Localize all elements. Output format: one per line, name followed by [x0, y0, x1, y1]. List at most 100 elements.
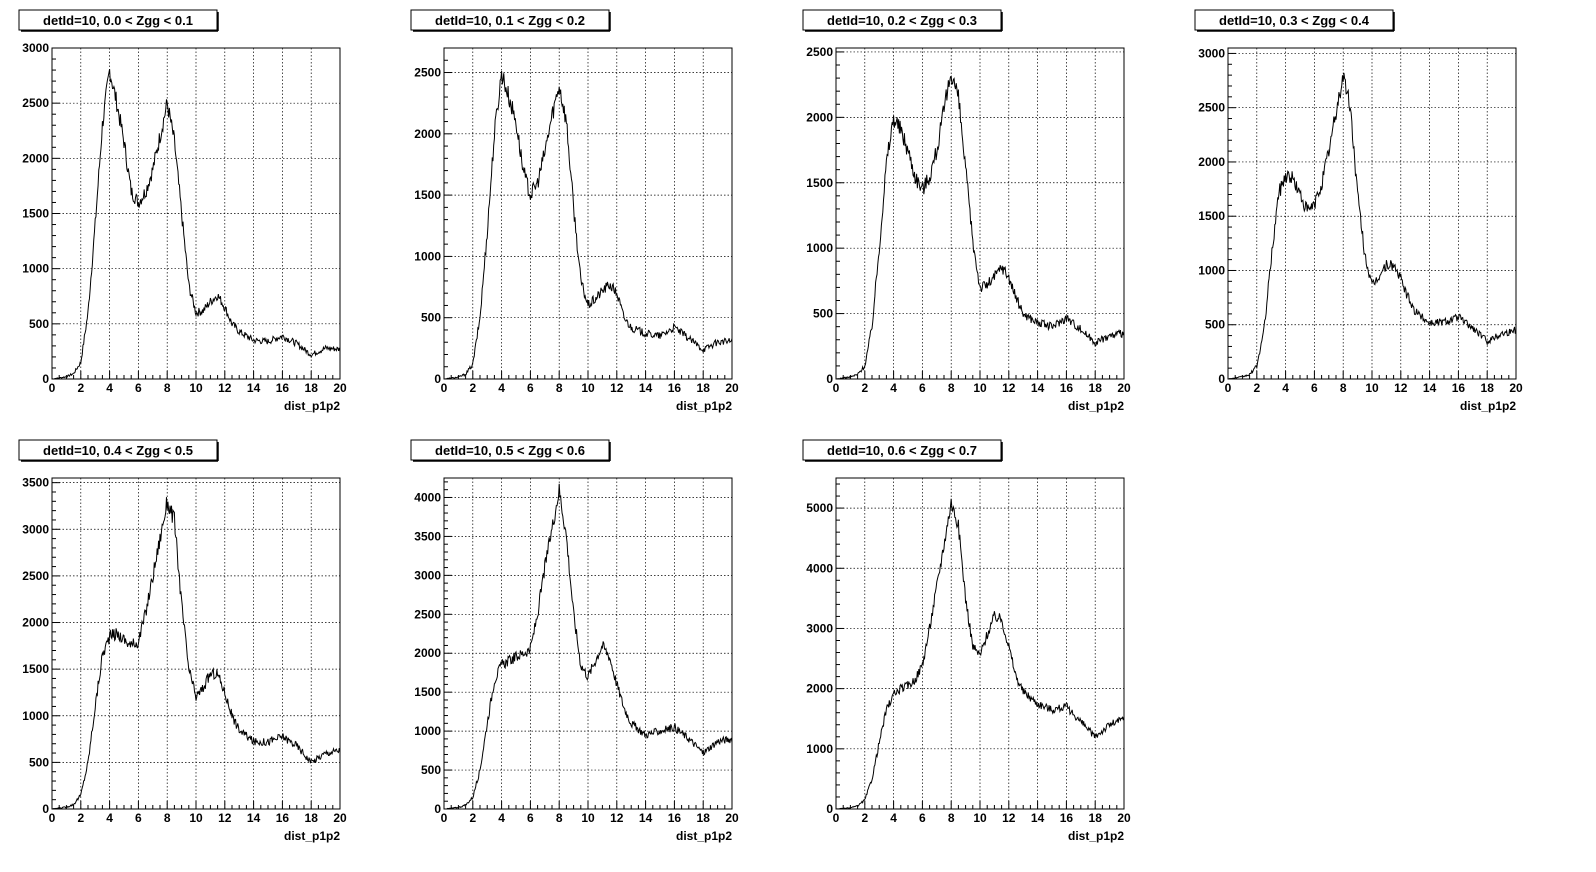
x-tick-label: 16	[1452, 381, 1466, 395]
x-tick-label: 16	[276, 381, 290, 395]
x-tick-label: 10	[581, 381, 595, 395]
x-tick-label: 0	[441, 381, 448, 395]
x-tick-label: 0	[1225, 381, 1232, 395]
y-tick-label: 2000	[806, 682, 833, 696]
y-tick-label: 2500	[414, 66, 441, 80]
x-tick-label: 8	[556, 811, 563, 825]
x-tick-label: 8	[948, 811, 955, 825]
histogram-series-line	[835, 75, 1125, 380]
x-tick-label: 16	[668, 811, 682, 825]
x-tick-label: 4	[498, 811, 505, 825]
y-tick-label: 3000	[806, 621, 833, 635]
x-tick-label: 2	[469, 381, 476, 395]
y-tick-label: 1500	[414, 685, 441, 699]
x-tick-label: 6	[1311, 381, 1318, 395]
x-tick-label: 0	[833, 381, 840, 395]
title-box	[410, 439, 610, 461]
title-box	[18, 439, 218, 461]
y-tick-label: 2000	[22, 616, 49, 630]
title-box	[1194, 9, 1394, 31]
x-tick-label: 12	[218, 381, 232, 395]
x-tick-label: 20	[725, 811, 739, 825]
x-tick-label: 16	[1060, 811, 1074, 825]
x-tick-label: 12	[610, 811, 624, 825]
x-tick-label: 18	[697, 811, 711, 825]
y-tick-label: 1500	[22, 207, 49, 221]
x-tick-label: 8	[164, 811, 171, 825]
x-tick-label: 12	[1002, 381, 1016, 395]
y-tick-label: 4000	[414, 490, 441, 504]
x-tick-label: 10	[973, 381, 987, 395]
x-tick-label: 18	[305, 811, 319, 825]
x-axis-label: dist_p1p2	[1068, 399, 1124, 413]
x-tick-label: 6	[135, 811, 142, 825]
y-tick-label: 1000	[22, 262, 49, 276]
chart-title: detId=10, 0.1 < Zgg < 0.2	[435, 13, 585, 28]
y-tick-label: 500	[1205, 318, 1225, 332]
y-tick-label: 2000	[22, 151, 49, 165]
y-tick-label: 2500	[414, 607, 441, 621]
y-tick-label: 3000	[1198, 46, 1225, 60]
histogram-series-line	[1228, 72, 1517, 380]
histogram-series-line	[443, 70, 733, 380]
x-tick-label: 0	[49, 811, 56, 825]
histogram-series-line	[443, 483, 733, 810]
y-tick-label: 0	[826, 802, 833, 816]
y-tick-label: 0	[42, 802, 49, 816]
x-tick-label: 10	[189, 811, 203, 825]
x-tick-label: 0	[49, 381, 56, 395]
histogram-panel: 0 2 4 6 8 10 12 14 16 18 20 0 500 1000 1500 2000 2500 300…	[18, 439, 347, 843]
x-tick-label: 14	[1031, 381, 1045, 395]
y-tick-label: 1000	[414, 249, 441, 263]
y-tick-label: 2500	[22, 96, 49, 110]
x-tick-label: 8	[556, 381, 563, 395]
histogram-panel: 0 2 4 6 8 10 12 14 16 18 20 0 500 1000 1500 2000 2500 dis…	[802, 9, 1131, 413]
y-tick-label: 1000	[1198, 263, 1225, 277]
x-tick-label: 16	[276, 811, 290, 825]
x-tick-label: 16	[668, 381, 682, 395]
x-tick-label: 2	[469, 811, 476, 825]
y-tick-label: 0	[434, 372, 441, 386]
y-tick-label: 2500	[1198, 101, 1225, 115]
x-tick-label: 20	[725, 381, 739, 395]
y-tick-label: 0	[434, 802, 441, 816]
x-tick-label: 16	[1060, 381, 1074, 395]
y-tick-label: 2500	[22, 569, 49, 583]
chart-title: detId=10, 0.0 < Zgg < 0.1	[43, 13, 193, 28]
y-tick-label: 2000	[414, 127, 441, 141]
y-tick-label: 1500	[22, 662, 49, 676]
y-tick-label: 3000	[22, 41, 49, 55]
x-tick-label: 18	[1089, 381, 1103, 395]
y-tick-label: 500	[29, 317, 49, 331]
x-tick-label: 6	[135, 381, 142, 395]
x-tick-label: 4	[1282, 381, 1289, 395]
chart-title: detId=10, 0.3 < Zgg < 0.4	[1219, 13, 1370, 28]
y-tick-label: 3500	[414, 529, 441, 543]
x-tick-label: 10	[1365, 381, 1379, 395]
x-tick-label: 4	[890, 381, 897, 395]
histogram-series-line	[51, 68, 341, 380]
histogram-panel: 0 2 4 6 8 10 12 14 16 18 20 0 500 1000 1500 2000 2500 300…	[18, 9, 347, 413]
x-axis-label: dist_p1p2	[284, 399, 340, 413]
y-tick-label: 1500	[806, 176, 833, 190]
y-tick-label: 4000	[806, 561, 833, 575]
y-tick-label: 0	[826, 372, 833, 386]
y-tick-label: 2000	[414, 646, 441, 660]
y-tick-label: 3500	[22, 476, 49, 490]
x-tick-label: 20	[1117, 811, 1131, 825]
histogram-panel: 0 2 4 6 8 10 12 14 16 18 20 0 500 1000 1500 2000 2500 dis…	[410, 9, 739, 413]
histogram-series-line	[51, 497, 341, 810]
histogram-panel: 0 2 4 6 8 10 12 14 16 18 20 0 500 1000 1500 2000 2500 300…	[1194, 9, 1523, 413]
chart-title: detId=10, 0.4 < Zgg < 0.5	[43, 443, 193, 458]
x-tick-label: 6	[527, 381, 534, 395]
x-tick-label: 18	[1089, 811, 1103, 825]
y-tick-label: 1000	[414, 724, 441, 738]
x-tick-label: 18	[1481, 381, 1495, 395]
title-box	[802, 9, 1002, 31]
x-tick-label: 20	[1117, 381, 1131, 395]
y-tick-label: 0	[1218, 372, 1225, 386]
x-tick-label: 4	[890, 811, 897, 825]
y-tick-label: 1500	[414, 188, 441, 202]
histogram-series-line	[835, 498, 1125, 810]
